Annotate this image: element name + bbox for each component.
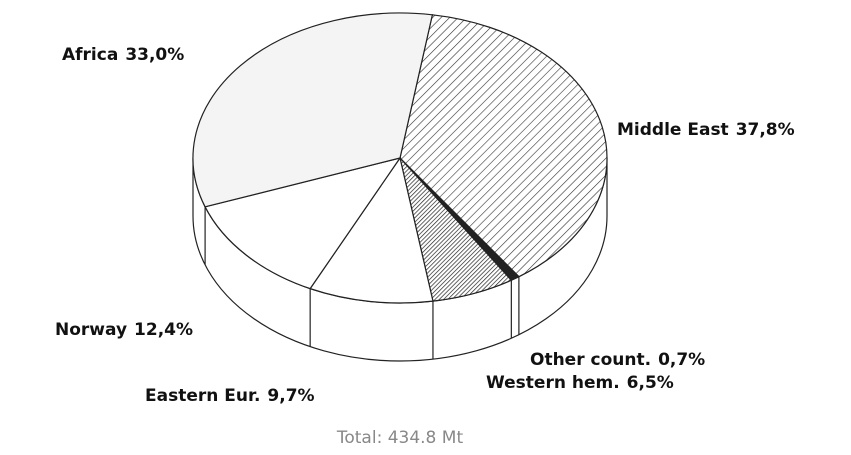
slice-value-label: 37,8% <box>736 120 795 140</box>
total-annotation: Total: 434.8 Mt <box>336 428 464 448</box>
slice-value-label: 12,4% <box>134 320 193 340</box>
slice-value-label: 6,5% <box>627 373 674 393</box>
slice-name: Norway <box>55 320 127 340</box>
slice-name: Africa <box>62 45 118 65</box>
slice-name: Eastern Eur. <box>145 386 260 406</box>
pie-slice <box>399 14 608 278</box>
pie-slice <box>192 12 434 208</box>
slice-name: Middle East <box>617 120 729 140</box>
slice-label: Norway 12,4% <box>55 320 193 340</box>
slice-label: Middle East 37,8% <box>617 120 795 140</box>
slice-name: Other count. <box>530 350 651 370</box>
pie-slice <box>204 157 402 290</box>
slice-label: Eastern Eur. 9,7% <box>145 386 315 406</box>
slice-label: Other count. 0,7% <box>530 350 705 370</box>
slice-value-label: 0,7% <box>658 350 705 370</box>
slice-value-label: 33,0% <box>125 45 184 65</box>
slice-value-label: 9,7% <box>267 386 314 406</box>
pie-slice <box>309 156 434 304</box>
slice-label: Western hem. 6,5% <box>486 373 674 393</box>
slice-name: Western hem. <box>486 373 620 393</box>
slice-label: Africa 33,0% <box>62 45 184 65</box>
